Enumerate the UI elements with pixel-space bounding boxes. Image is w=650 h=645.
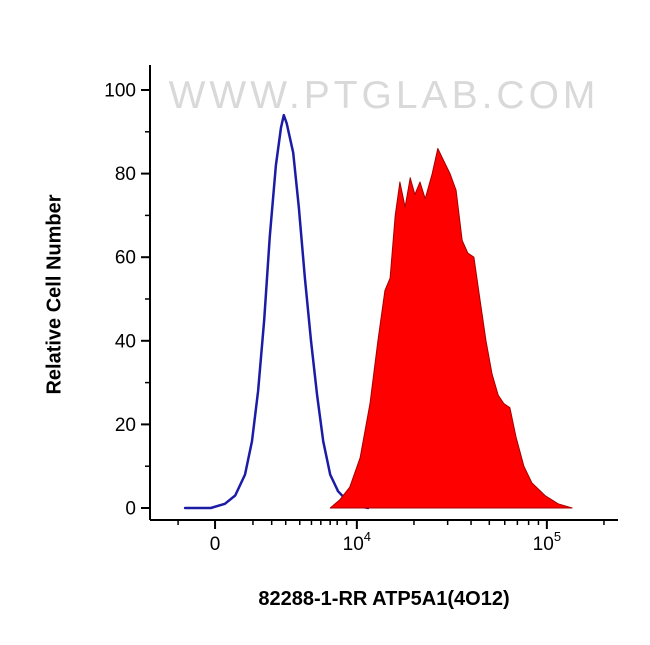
x-tick-label: 0 <box>210 534 221 555</box>
x-tick-label: 105 <box>533 529 561 555</box>
y-tick-label: 80 <box>115 164 136 185</box>
series-stained <box>329 148 573 509</box>
y-tick-label: 60 <box>115 248 136 269</box>
x-axis-title: 82288-1-RR ATP5A1(4O12) <box>258 588 510 610</box>
y-axis-title: Relative Cell Number <box>43 194 66 395</box>
y-tick-label: 0 <box>125 499 136 520</box>
y-tick-label: 20 <box>115 415 136 436</box>
y-tick-label: 100 <box>104 81 136 102</box>
x-tick-label: 104 <box>343 529 371 555</box>
series-control <box>183 113 370 510</box>
watermark: WWW.PTGLAB.COM <box>168 74 600 117</box>
y-tick-label: 40 <box>115 331 136 352</box>
